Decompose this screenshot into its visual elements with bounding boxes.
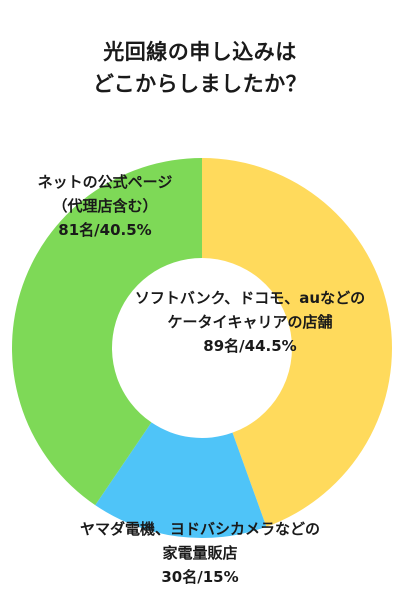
chart-title-line-1: 光回線の申し込みは (103, 40, 297, 64)
slice-label-online: ネットの公式ページ （代理店含む） 81名/40.5% (10, 170, 200, 242)
slice-online (12, 158, 203, 506)
slice-label-online-value: 81名/40.5% (58, 221, 152, 239)
slice-carrier-store (202, 158, 393, 527)
slice-label-carrier: ソフトバンク、ドコモ、auなどの ケータイキャリアの店舗 89名/44.5% (100, 286, 400, 358)
slice-label-electronics-value: 30名/15% (161, 568, 239, 586)
slice-label-carrier-line-1: ソフトバンク、ドコモ、auなどの (134, 289, 366, 307)
slice-label-electronics-line-1: ヤマダ電機、ヨドバシカメラなどの (79, 520, 320, 538)
slice-label-electronics-line-2: 家電量販店 (162, 544, 238, 562)
slice-label-carrier-line-2: ケータイキャリアの店舗 (167, 313, 333, 331)
slice-label-carrier-value: 89名/44.5% (203, 337, 297, 355)
slice-label-online-line-1: ネットの公式ページ (37, 173, 173, 191)
slice-label-online-line-2: （代理店含む） (52, 197, 158, 215)
slice-label-electronics: ヤマダ電機、ヨドバシカメラなどの 家電量販店 30名/15% (20, 517, 380, 589)
chart-title-line-2: どこからしましたか？ (92, 72, 308, 96)
slice-electronics-store (95, 422, 267, 538)
chart-title: 光回線の申し込みは どこからしましたか？ (0, 36, 400, 100)
